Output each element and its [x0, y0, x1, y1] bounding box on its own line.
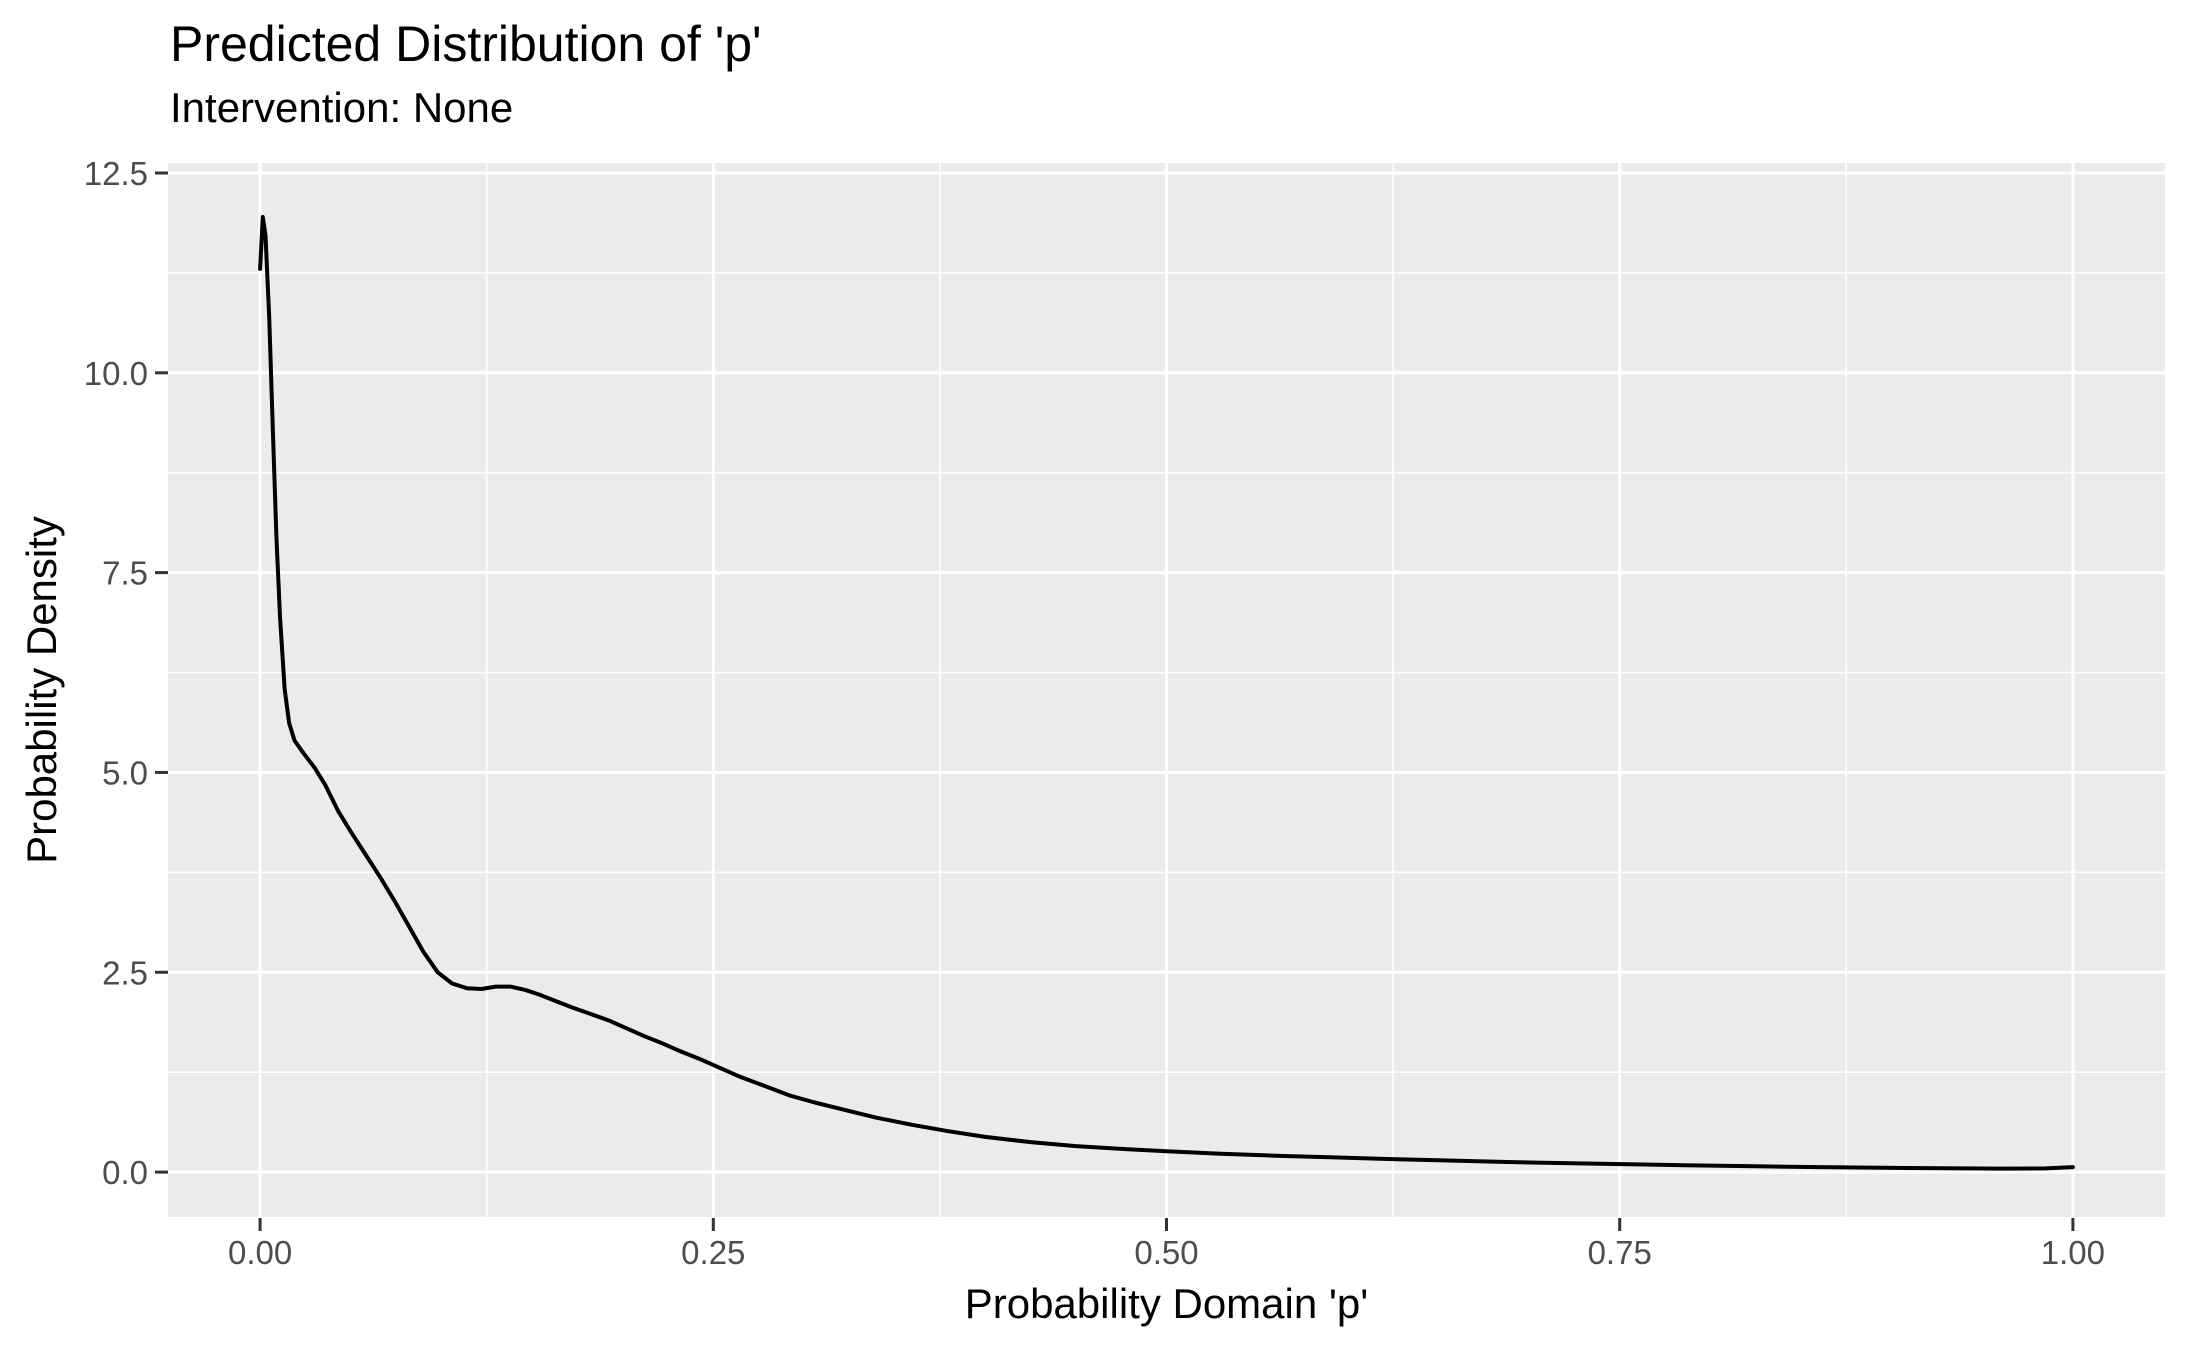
plot-title: Predicted Distribution of 'p' — [170, 16, 762, 72]
x-axis-title: Probability Domain 'p' — [964, 1280, 1369, 1327]
density-curve — [258, 215, 2075, 1171]
y-tick-label: 7.5 — [102, 555, 148, 592]
y-axis-title: Probability Density — [18, 516, 65, 864]
x-tick-label: 0.00 — [228, 1234, 292, 1271]
y-tick-label: 2.5 — [102, 954, 148, 991]
y-tick-label: 0.0 — [102, 1154, 148, 1191]
plot-subtitle: Intervention: None — [170, 84, 514, 131]
y-tick-label: 5.0 — [102, 754, 148, 791]
y-tick-label: 12.5 — [84, 155, 148, 192]
y-tick-label: 10.0 — [84, 355, 148, 392]
x-tick-label: 0.75 — [1588, 1234, 1652, 1271]
x-tick-label: 0.50 — [1134, 1234, 1198, 1271]
x-tick-label: 1.00 — [2041, 1234, 2105, 1271]
x-tick-label: 0.25 — [681, 1234, 745, 1271]
